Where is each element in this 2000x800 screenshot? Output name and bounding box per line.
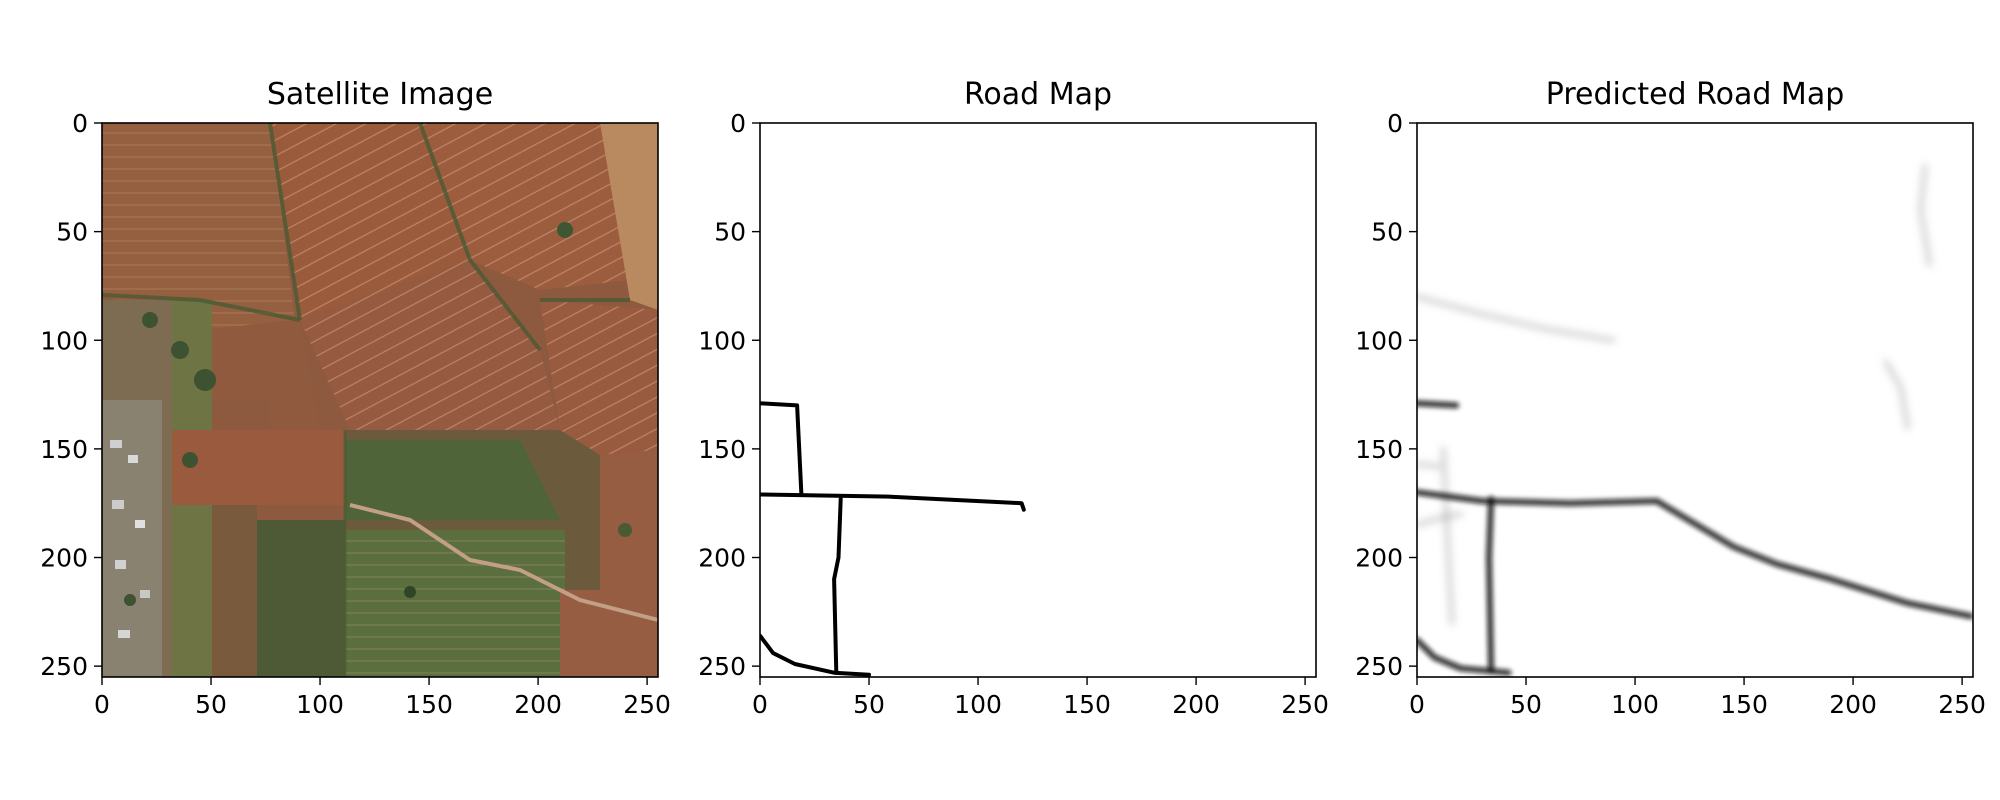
y-tick-label: 0 xyxy=(1387,109,1403,138)
predicted-road-line-1 xyxy=(1486,495,1495,674)
x-tick-label: 200 xyxy=(1172,690,1220,719)
predicted-faint-line-3 xyxy=(1417,511,1464,528)
x-tick-label: 250 xyxy=(623,690,671,719)
y-tick-label: 150 xyxy=(40,435,88,464)
y-tick-label: 250 xyxy=(698,652,746,681)
y-tick-label: 200 xyxy=(1355,544,1403,573)
y-tick-label: 200 xyxy=(40,544,88,573)
road-map-panel: Road Map xyxy=(760,77,1316,677)
predicted-strong-roads xyxy=(1417,400,1973,676)
x-tick-label: 250 xyxy=(1281,690,1329,719)
x-tick-label: 200 xyxy=(1829,690,1877,719)
x-tick-label: 50 xyxy=(853,690,885,719)
x-tick-label: 150 xyxy=(405,690,453,719)
y-tick-label: 100 xyxy=(1355,326,1403,355)
panel-0-frame xyxy=(101,122,659,678)
road-map-panel-title: Road Map xyxy=(964,77,1112,112)
road-line-3 xyxy=(760,633,871,677)
satellite-panel: Satellite Image xyxy=(102,77,658,677)
y-tick-label: 50 xyxy=(714,218,746,247)
y-tick-label: 0 xyxy=(72,109,88,138)
x-tick-label: 0 xyxy=(752,690,768,719)
x-tick-label: 0 xyxy=(94,690,110,719)
y-tick-label: 0 xyxy=(730,109,746,138)
predicted-faint-roads xyxy=(1417,164,1932,626)
x-tick-label: 50 xyxy=(1510,690,1542,719)
y-tick-label: 150 xyxy=(1355,435,1403,464)
y-tick-label: 100 xyxy=(698,326,746,355)
panel-2-frame xyxy=(1416,122,1974,678)
road-map-roads xyxy=(760,401,1026,677)
y-tick-label: 200 xyxy=(698,544,746,573)
x-tick-label: 100 xyxy=(296,690,344,719)
predicted-faint-line-1 xyxy=(1918,164,1932,267)
panel-1-frame xyxy=(759,122,1317,678)
x-tick-label: 200 xyxy=(514,690,562,719)
x-tick-label: 150 xyxy=(1063,690,1111,719)
predicted-road-line-3 xyxy=(1417,400,1460,409)
x-tick-label: 50 xyxy=(195,690,227,719)
predicted-faint-line-5 xyxy=(1417,461,1442,469)
y-tick-label: 250 xyxy=(40,652,88,681)
road-line-0 xyxy=(760,401,804,497)
y-tick-label: 50 xyxy=(56,218,88,247)
predicted-faint-line-0 xyxy=(1417,294,1616,343)
x-tick-label: 0 xyxy=(1409,690,1425,719)
x-tick-label: 100 xyxy=(954,690,1002,719)
predicted-road-line-0 xyxy=(1417,489,1973,620)
x-tick-label: 250 xyxy=(1938,690,1986,719)
predicted-road-map-panel-title: Predicted Road Map xyxy=(1546,77,1845,112)
satellite-panel-title: Satellite Image xyxy=(267,77,493,112)
satellite-image xyxy=(102,123,658,677)
predicted-road-line-2 xyxy=(1417,637,1512,676)
predicted-road-map-image xyxy=(1417,123,1973,677)
x-tick-label: 150 xyxy=(1720,690,1768,719)
road-line-2 xyxy=(832,496,843,675)
y-tick-label: 150 xyxy=(698,435,746,464)
x-tick-label: 100 xyxy=(1611,690,1659,719)
predicted-road-map-panel: Predicted Road Map xyxy=(1417,77,1973,677)
predicted-faint-line-2 xyxy=(1883,359,1911,430)
road-map-image xyxy=(760,123,1316,677)
y-tick-label: 100 xyxy=(40,326,88,355)
road-line-1 xyxy=(760,492,1026,512)
y-tick-label: 50 xyxy=(1371,218,1403,247)
predicted-faint-line-4 xyxy=(1440,446,1455,626)
y-tick-label: 250 xyxy=(1355,652,1403,681)
